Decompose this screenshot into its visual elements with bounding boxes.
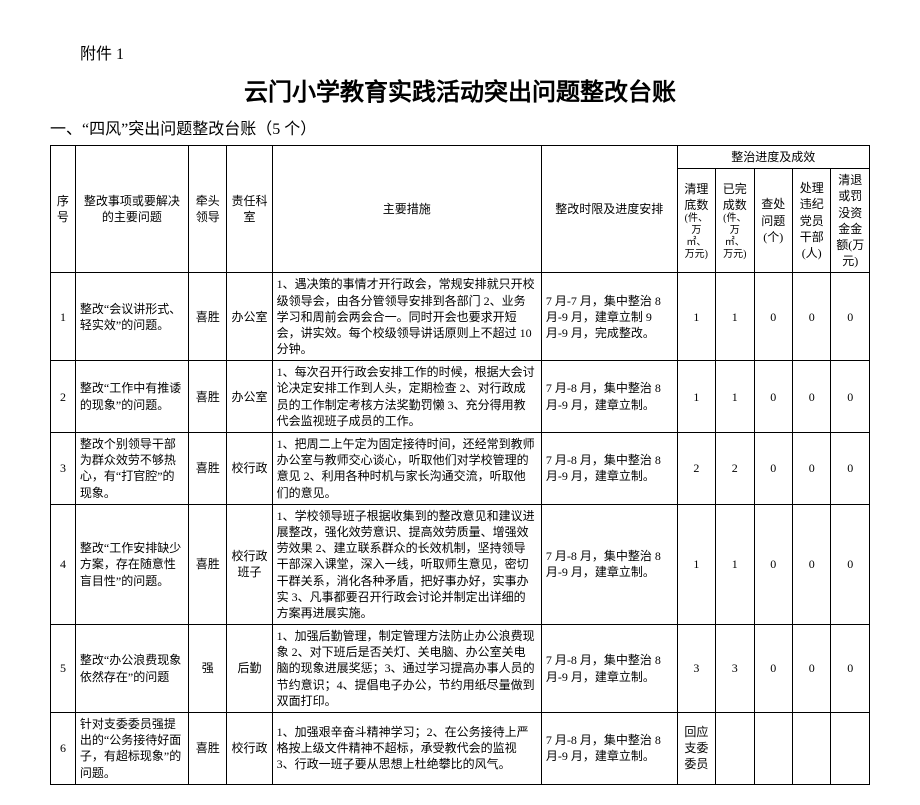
cell-lead: 喜胜: [188, 713, 226, 785]
cell-dept: 办公室: [227, 273, 272, 361]
cell-measures: 1、加强艰辛奋斗精神学习；2、在公务接待上严格按上级文件精神不超标，承受教代会的…: [272, 713, 541, 785]
cell-measures: 1、学校领导班子根据收集到的整改意见和建议进展整改，强化效劳意识、提高效劳质量、…: [272, 504, 541, 624]
cell-timeline: 7 月-8 月，集中整治 8 月-9 月，建章立制。: [541, 361, 677, 433]
cell-timeline: 7 月-7 月，集中整治 8 月-9 月，建章立制 9 月-9 月，完成整改。: [541, 273, 677, 361]
cell-p4: 0: [792, 625, 830, 713]
cell-p1: 3: [677, 625, 715, 713]
cell-seq: 6: [51, 713, 76, 785]
table-row: 1整改“会议讲形式、轻实效”的问题。喜胜办公室1、遇决策的事情才开行政会，常规安…: [51, 273, 870, 361]
cell-p4: 0: [792, 361, 830, 433]
cell-p5: 0: [831, 433, 870, 505]
cell-lead: 喜胜: [188, 504, 226, 624]
section-heading: 一、“四风”突出问题整改台账（5 个）: [50, 115, 870, 139]
table-body: 1整改“会议讲形式、轻实效”的问题。喜胜办公室1、遇决策的事情才开行政会，常规安…: [51, 273, 870, 784]
cell-timeline: 7 月-8 月，集中整治 8 月-9 月，建章立制。: [541, 625, 677, 713]
cell-p4: 0: [792, 273, 830, 361]
cell-seq: 5: [51, 625, 76, 713]
cell-p2: 3: [716, 625, 754, 713]
cell-dept: 后勤: [227, 625, 272, 713]
th-p1-label: 清理底数: [684, 182, 708, 212]
cell-p3: 0: [754, 504, 792, 624]
th-p2-sub: (件、万㎡、万元): [720, 213, 749, 261]
cell-p4: 0: [792, 433, 830, 505]
cell-issue: 整改个别领导干部为群众效劳不够热心，有“打官腔”的现象。: [75, 433, 188, 505]
cell-lead: 喜胜: [188, 433, 226, 505]
cell-p5: 0: [831, 361, 870, 433]
cell-measures: 1、把周二上午定为固定接待时间，还经常到教师办公室与教师交心谈心，听取他们对学校…: [272, 433, 541, 505]
cell-issue: 整改“工作安排缺少方案，存在随意性盲目性”的问题。: [75, 504, 188, 624]
page-title: 云门小学教育实践活动突出问题整改台账: [50, 72, 870, 107]
th-timeline: 整改时限及进度安排: [541, 146, 677, 273]
cell-timeline: 7 月-8 月，集中整治 8 月-9 月，建章立制。: [541, 433, 677, 505]
cell-issue: 整改“工作中有推诿的现象”的问题。: [75, 361, 188, 433]
cell-lead: 强: [188, 625, 226, 713]
th-seq: 序号: [51, 146, 76, 273]
cell-seq: 1: [51, 273, 76, 361]
cell-dept: 校行政: [227, 433, 272, 505]
rectification-table: 序号 整改事项或要解决的主要问题 牵头领导 责任科室 主要措施 整改时限及进度安…: [50, 145, 870, 785]
cell-p2: [716, 713, 754, 785]
cell-seq: 2: [51, 361, 76, 433]
cell-seq: 3: [51, 433, 76, 505]
cell-p5: 0: [831, 273, 870, 361]
cell-p3: 0: [754, 625, 792, 713]
th-p1: 清理底数 (件、万㎡、万元): [677, 169, 715, 273]
cell-p1: 2: [677, 433, 715, 505]
th-lead: 牵头领导: [188, 146, 226, 273]
table-row: 4整改“工作安排缺少方案，存在随意性盲目性”的问题。喜胜校行政班子1、学校领导班…: [51, 504, 870, 624]
th-issue: 整改事项或要解决的主要问题: [75, 146, 188, 273]
cell-timeline: 7 月-8 月，集中整治 8 月-9 月，建章立制。: [541, 713, 677, 785]
cell-dept: 校行政: [227, 713, 272, 785]
th-p5: 清退或罚没资金金额(万元): [831, 169, 870, 273]
cell-seq: 4: [51, 504, 76, 624]
cell-p1: 1: [677, 504, 715, 624]
cell-dept: 校行政班子: [227, 504, 272, 624]
cell-p3: 0: [754, 433, 792, 505]
cell-p2: 1: [716, 361, 754, 433]
th-p3: 查处问题(个): [754, 169, 792, 273]
cell-p4: [792, 713, 830, 785]
cell-p3: 0: [754, 361, 792, 433]
cell-p1: 1: [677, 273, 715, 361]
th-measures: 主要措施: [272, 146, 541, 273]
cell-timeline: 7 月-8 月，集中整治 8 月-9 月，建章立制。: [541, 504, 677, 624]
th-progress-group: 整治进度及成效: [677, 146, 869, 169]
cell-p2: 1: [716, 504, 754, 624]
cell-p3: 0: [754, 273, 792, 361]
cell-issue: 针对支委委员强提出的“公务接待好面子，有超标现象”的问题。: [75, 713, 188, 785]
cell-p4: 0: [792, 504, 830, 624]
cell-p5: 0: [831, 504, 870, 624]
th-p2-label: 已完成数: [723, 182, 747, 212]
cell-p5: 0: [831, 625, 870, 713]
cell-measures: 1、加强后勤管理，制定管理方法防止办公浪费现象 2、对下班后是否关灯、关电脑、办…: [272, 625, 541, 713]
table-header: 序号 整改事项或要解决的主要问题 牵头领导 责任科室 主要措施 整改时限及进度安…: [51, 146, 870, 273]
table-row: 2整改“工作中有推诿的现象”的问题。喜胜办公室1、每次召开行政会安排工作的时候，…: [51, 361, 870, 433]
cell-p2: 1: [716, 273, 754, 361]
cell-measures: 1、遇决策的事情才开行政会，常规安排就只开校级领导会，由各分管领导安排到各部门 …: [272, 273, 541, 361]
th-p1-sub: (件、万㎡、万元): [682, 213, 711, 261]
th-p2: 已完成数 (件、万㎡、万元): [716, 169, 754, 273]
th-dept: 责任科室: [227, 146, 272, 273]
cell-p1: 回应支委委员: [677, 713, 715, 785]
cell-dept: 办公室: [227, 361, 272, 433]
cell-p2: 2: [716, 433, 754, 505]
cell-p5: [831, 713, 870, 785]
table-row: 6针对支委委员强提出的“公务接待好面子，有超标现象”的问题。喜胜校行政1、加强艰…: [51, 713, 870, 785]
cell-issue: 整改“会议讲形式、轻实效”的问题。: [75, 273, 188, 361]
cell-lead: 喜胜: [188, 361, 226, 433]
table-row: 5整改“办公浪费现象依然存在”的问题强后勤1、加强后勤管理，制定管理方法防止办公…: [51, 625, 870, 713]
cell-p3: [754, 713, 792, 785]
attachment-label: 附件 1: [80, 40, 870, 64]
th-p4: 处理违纪党员干部(人): [792, 169, 830, 273]
cell-lead: 喜胜: [188, 273, 226, 361]
cell-issue: 整改“办公浪费现象依然存在”的问题: [75, 625, 188, 713]
cell-measures: 1、每次召开行政会安排工作的时候，根据大会讨论决定安排工作到人头，定期检查 2、…: [272, 361, 541, 433]
table-row: 3整改个别领导干部为群众效劳不够热心，有“打官腔”的现象。喜胜校行政1、把周二上…: [51, 433, 870, 505]
cell-p1: 1: [677, 361, 715, 433]
